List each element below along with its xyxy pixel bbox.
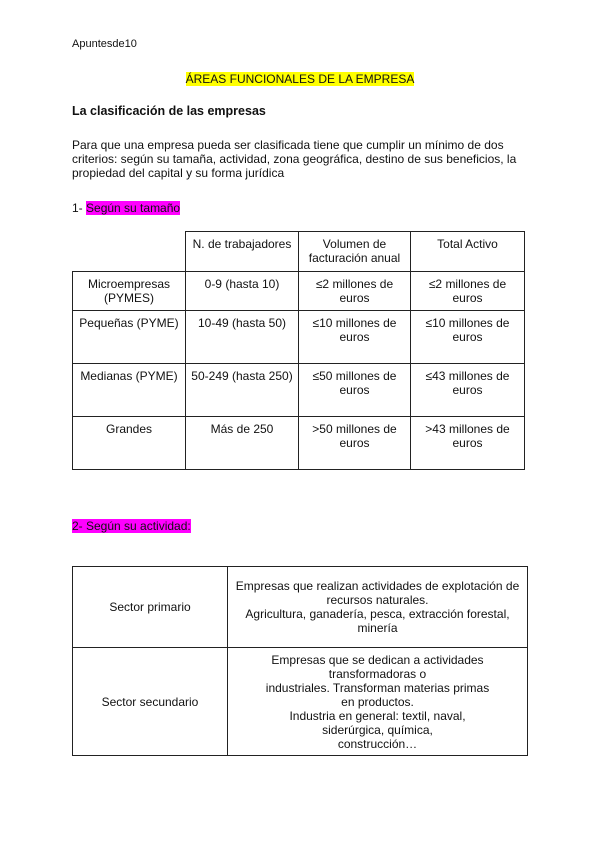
description-cell: Empresas que se dedican a actividades tr… (227, 647, 528, 756)
cell: Medianas (PYME) (72, 363, 186, 417)
description-line: Agricultura, ganadería, pesca, extracció… (245, 607, 510, 635)
cell: >43 millones de euros (410, 416, 525, 470)
cell: ≤10 millones de euros (410, 310, 525, 364)
cell: Más de 250 (185, 416, 299, 470)
cell: 50-249 (hasta 250) (185, 363, 299, 417)
cell: ≤43 millones de euros (410, 363, 525, 417)
description-cell: Empresas que realizan actividades de exp… (227, 566, 528, 648)
cell: ≤2 millones de euros (298, 271, 411, 311)
sector-cell: Sector secundario (72, 647, 228, 756)
section-heading: La clasificación de las empresas (72, 104, 266, 118)
intro-line: propiedad del capital y su forma jurídic… (72, 166, 285, 180)
cell: 0-9 (hasta 10) (185, 271, 299, 311)
description-line: Empresas que realizan actividades de exp… (235, 579, 520, 607)
cell: Pequeñas (PYME) (72, 310, 186, 364)
section2-label: 2- Según su actividad: (72, 519, 191, 533)
header-cell: Volumen de facturación anual (298, 231, 411, 272)
intro-paragraph: Para que una empresa pueda ser clasifica… (72, 138, 542, 180)
description-line: Empresas que se dedican a actividades tr… (271, 652, 484, 681)
table-row: Sector secundario Empresas que se dedica… (72, 647, 528, 756)
sector-cell: Sector primario (72, 566, 228, 648)
cell: ≤2 millones de euros (410, 271, 525, 311)
cell: Grandes (72, 416, 186, 470)
intro-line: Para que una empresa pueda ser clasifica… (72, 138, 504, 152)
size-table: N. de trabajadores Volumen de facturació… (72, 231, 525, 470)
cell: ≤10 millones de euros (298, 310, 411, 364)
table-row: Sector primario Empresas que realizan ac… (72, 566, 528, 648)
section1-prefix: 1- (72, 201, 87, 215)
section1-label: Según su tamaño (86, 201, 181, 215)
header-cell: N. de trabajadores (185, 231, 299, 272)
description-line: construcción… (337, 736, 418, 751)
section1-heading: 1- Según su tamaño (72, 201, 181, 215)
cell: Microempresas (PYMES) (72, 271, 186, 311)
header-cell: Total Activo (410, 231, 525, 272)
page-title: ÁREAS FUNCIONALES DE LA EMPRESA (185, 72, 415, 86)
cell: ≤50 millones de euros (298, 363, 411, 417)
table-row: Pequeñas (PYME) 10-49 (hasta 50) ≤10 mil… (72, 310, 525, 364)
section2-heading: 2- Según su actividad: (72, 519, 191, 533)
intro-line: criterios: según su tamaña, actividad, z… (72, 152, 517, 166)
table-header-row: N. de trabajadores Volumen de facturació… (72, 231, 525, 272)
table-row: Medianas (PYME) 50-249 (hasta 250) ≤50 m… (72, 363, 525, 417)
description-line: Industria en general: textil, naval, sid… (289, 708, 466, 737)
page-title-wrap: ÁREAS FUNCIONALES DE LA EMPRESA (0, 72, 600, 86)
description-line: industriales. Transforman materias prima… (265, 680, 490, 709)
activity-table: Sector primario Empresas que realizan ac… (72, 566, 528, 756)
watermark: Apuntesde10 (72, 38, 137, 50)
header-cell-empty (72, 231, 186, 272)
table-row: Grandes Más de 250 >50 millones de euros… (72, 416, 525, 470)
cell: 10-49 (hasta 50) (185, 310, 299, 364)
table-row: Microempresas (PYMES) 0-9 (hasta 10) ≤2 … (72, 271, 525, 311)
cell: >50 millones de euros (298, 416, 411, 470)
